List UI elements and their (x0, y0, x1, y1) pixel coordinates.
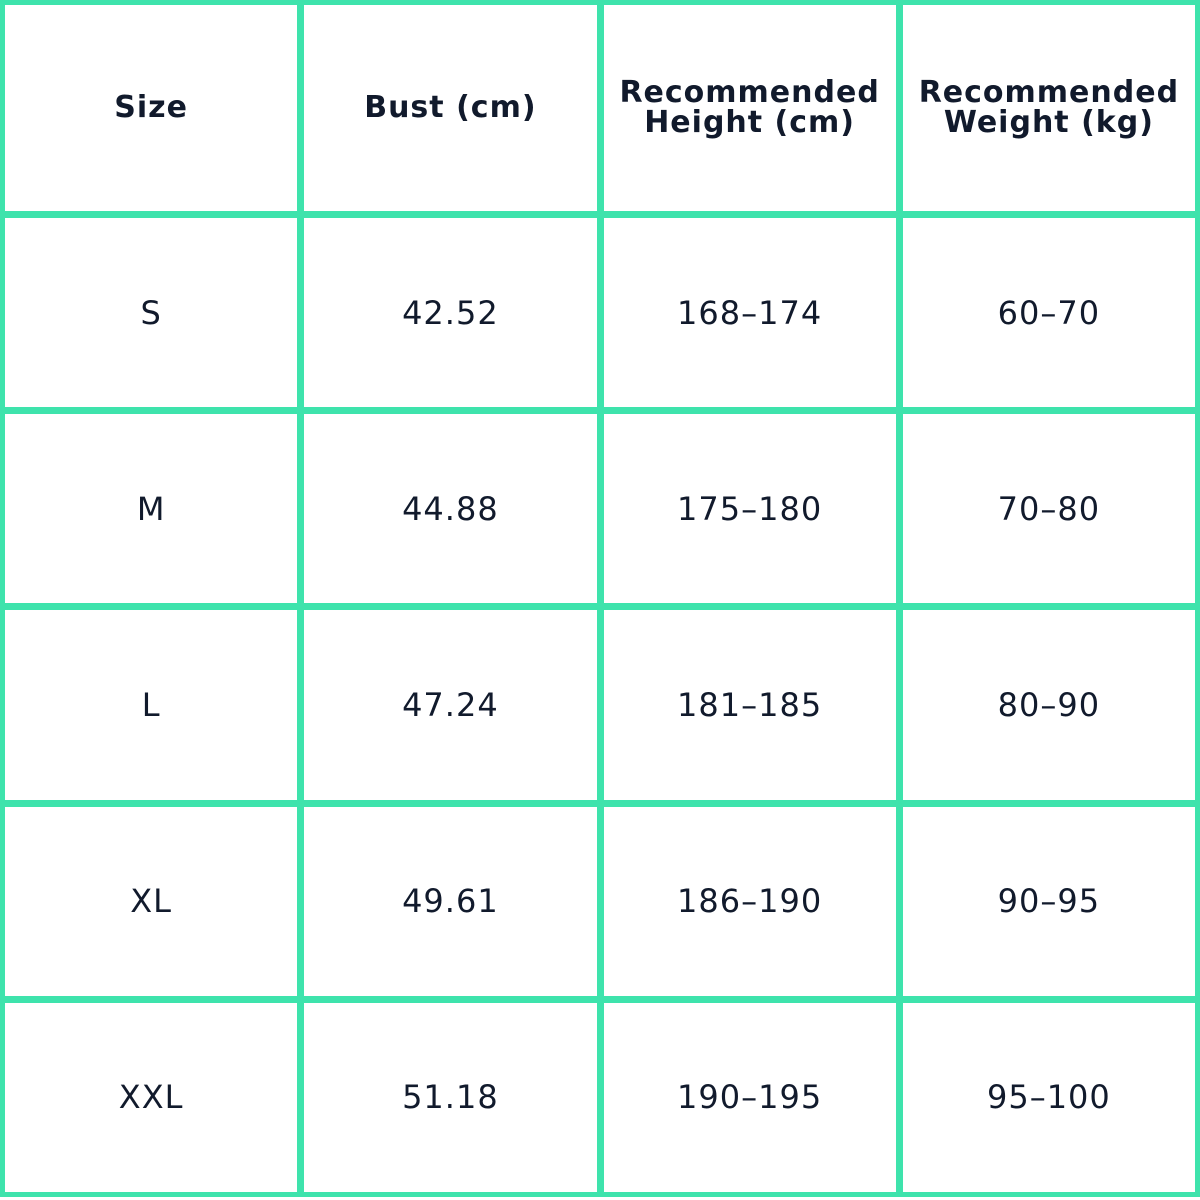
table-cell: L (5, 610, 298, 800)
table-cell: 190–195 (603, 1002, 896, 1192)
table-cell: XL (5, 806, 298, 996)
table-cell: 186–190 (603, 806, 896, 996)
table-cell: 51.18 (304, 1002, 597, 1192)
table-cell: 181–185 (603, 610, 896, 800)
header-cell: Recommended Height (cm) (603, 5, 896, 211)
table-cell: 42.52 (304, 218, 597, 408)
header-cell: Recommended Weight (kg) (902, 5, 1195, 211)
table-cell: 70–80 (902, 414, 1195, 604)
table-cell: 60–70 (902, 218, 1195, 408)
table-cell: 90–95 (902, 806, 1195, 996)
table-cell: M (5, 414, 298, 604)
table-cell: 49.61 (304, 806, 597, 996)
header-cell: Bust (cm) (304, 5, 597, 211)
table-cell: XXL (5, 1002, 298, 1192)
table-cell: 47.24 (304, 610, 597, 800)
table-cell: 80–90 (902, 610, 1195, 800)
table-cell: 44.88 (304, 414, 597, 604)
table-cell: 95–100 (902, 1002, 1195, 1192)
header-cell: Size (5, 5, 298, 211)
table-cell: 168–174 (603, 218, 896, 408)
table-cell: S (5, 218, 298, 408)
table-cell: 175–180 (603, 414, 896, 604)
